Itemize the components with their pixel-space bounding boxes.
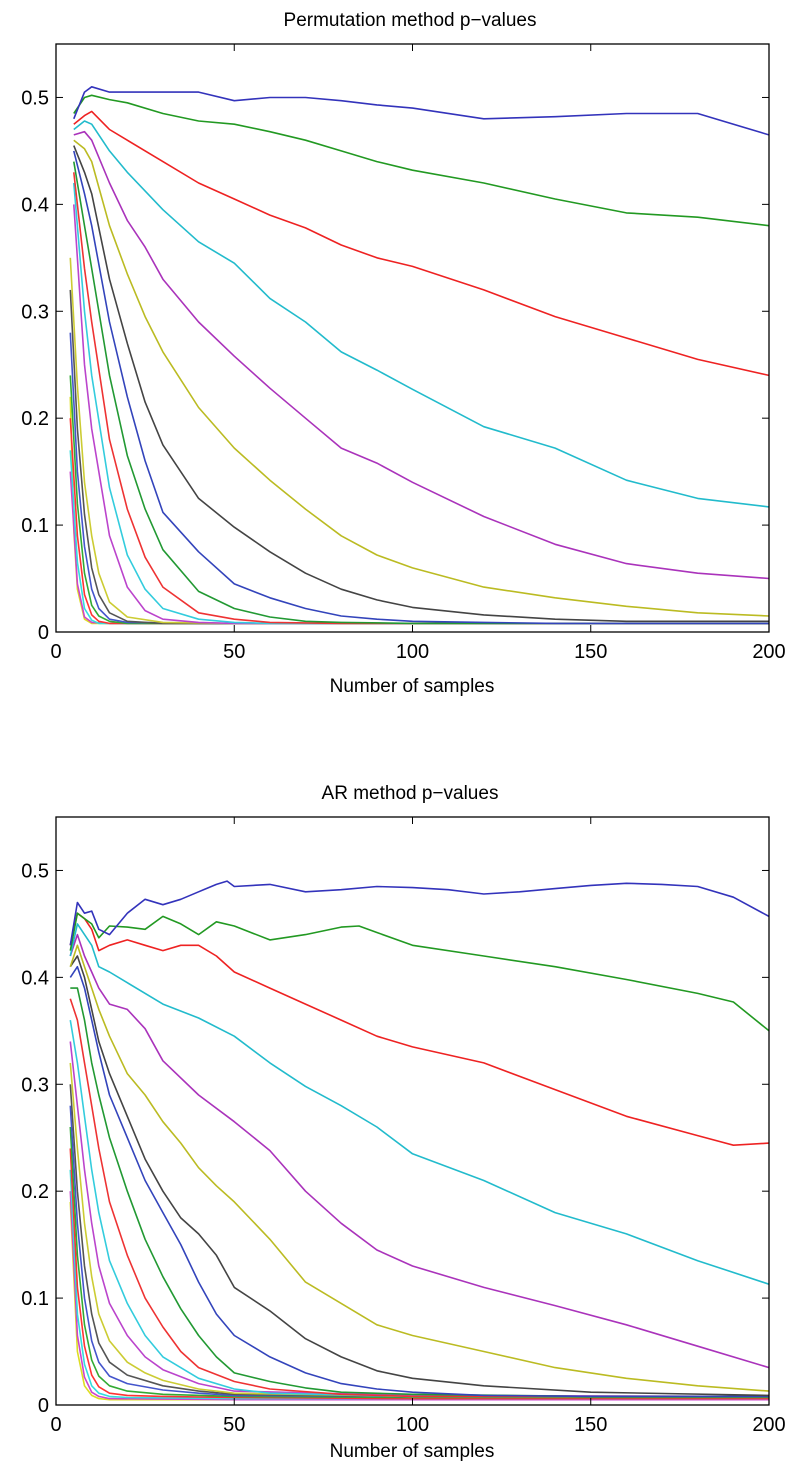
permutation-method-series-line-1: [73, 86, 769, 136]
ar-method-series-line-7: [69, 955, 769, 1397]
permutation-method-x-tick-label: 50: [223, 641, 245, 663]
permutation-method-lines: [69, 86, 769, 625]
ar-method-series-line-9: [70, 987, 769, 1398]
ar-method-title: AR method p−values: [322, 783, 499, 804]
permutation-method-axes-box: [55, 43, 770, 633]
ar-method-x-tick-label: 0: [50, 1414, 61, 1436]
ar-method-series-line-16: [69, 1126, 769, 1399]
ar-method-series-line-14: [69, 1084, 769, 1398]
permutation-method-y-tick-label: 0.5: [21, 87, 49, 109]
ar-method-lines: [69, 880, 769, 1401]
ar-method-series-line-17: [69, 1148, 769, 1400]
permutation-method-series-line-14: [69, 289, 769, 625]
ar-method-y-tick-label: 0.1: [21, 1288, 49, 1310]
permutation-method-series-line-19: [69, 471, 769, 625]
permutation-method-series-line-12: [73, 204, 769, 625]
permutation-method-x-tick-label: 0: [50, 641, 61, 663]
permutation-method-series-line-17: [69, 418, 769, 625]
ar-method-series-line-3: [69, 912, 769, 1146]
permutation-method-series-line-11: [73, 182, 769, 625]
permutation-method-y-tick-label: 0.2: [21, 408, 49, 430]
ar-method-series-line-4: [69, 923, 769, 1285]
ar-method-x-tick-label: 100: [396, 1414, 429, 1436]
ar-method-plot: AR method p−values 0 50 100 150 200 0 0.1 0.2 0.…: [21, 783, 786, 1462]
permutation-method-series-line-5: [73, 130, 769, 580]
ar-method-y-tick-label: 0.2: [21, 1181, 49, 1203]
permutation-method-y-tick-label: 0.3: [21, 301, 49, 323]
ar-method-series-line-6: [69, 944, 769, 1392]
ar-method-series-line-8: [69, 965, 769, 1398]
ar-method-series-line-2: [69, 912, 769, 1032]
permutation-method-x-axis-label: Number of samples: [330, 676, 495, 697]
ar-method-series-line-12: [69, 1041, 769, 1398]
permutation-method-series-line-20: [69, 396, 769, 625]
ar-method-y-tick-label: 0.3: [21, 1074, 49, 1096]
permutation-method-series-line-3: [73, 110, 769, 377]
ar-method-y-tick-label: 0.4: [21, 967, 49, 989]
permutation-method-series-line-6: [73, 139, 769, 617]
ar-method-series-line-11: [69, 1019, 769, 1398]
permutation-method-series-line-16: [69, 375, 769, 625]
permutation-method-series-line-10: [73, 172, 769, 625]
permutation-method-title: Permutation method p−values: [284, 10, 537, 31]
permutation-method-y-tick-label: 0.4: [21, 194, 49, 216]
permutation-method-y-tick-label: 0.1: [21, 515, 49, 537]
permutation-method-series-line-7: [73, 145, 769, 623]
ar-method-x-tick-label: 50: [223, 1414, 245, 1436]
permutation-method-series-line-9: [73, 161, 769, 625]
ar-method-y-tick-label: 0.5: [21, 860, 49, 882]
permutation-method-x-tick-label: 100: [396, 641, 429, 663]
ar-method-series-line-15: [69, 1105, 769, 1398]
ar-method-ticks: 0 50 100 150 200 0 0.1 0.2 0.3 0.4 0.5: [21, 817, 786, 1436]
ar-method-series-line-19: [69, 1191, 769, 1401]
permutation-method-y-tick-label: 0: [38, 622, 49, 644]
ar-method-x-axis-label: Number of samples: [330, 1441, 495, 1462]
ar-method-y-tick-label: 0: [38, 1395, 49, 1417]
permutation-method-x-tick-label: 150: [574, 641, 607, 663]
ar-method-series-line-10: [69, 998, 769, 1398]
ar-method-series-line-1: [69, 880, 769, 946]
ar-method-series-line-20: [69, 1201, 769, 1401]
permutation-method-series-line-18: [69, 450, 769, 625]
permutation-method-series-line-2: [73, 94, 769, 227]
permutation-method-series-line-8: [73, 150, 769, 625]
permutation-method-series-line-4: [73, 120, 769, 508]
ar-method-x-tick-label: 200: [752, 1414, 785, 1436]
permutation-method-series-line-15: [69, 332, 769, 625]
permutation-method-plot: Permutation method p−values 0 50 100 150 200…: [21, 10, 786, 697]
ar-method-series-line-13: [69, 1062, 769, 1398]
permutation-method-x-tick-label: 200: [752, 641, 785, 663]
ar-method-series-line-5: [69, 933, 769, 1369]
permutation-method-ticks: 0 50 100 150 200 0 0.1 0.2 0.3 0.4 0.5: [21, 44, 786, 663]
ar-method-x-tick-label: 150: [574, 1414, 607, 1436]
